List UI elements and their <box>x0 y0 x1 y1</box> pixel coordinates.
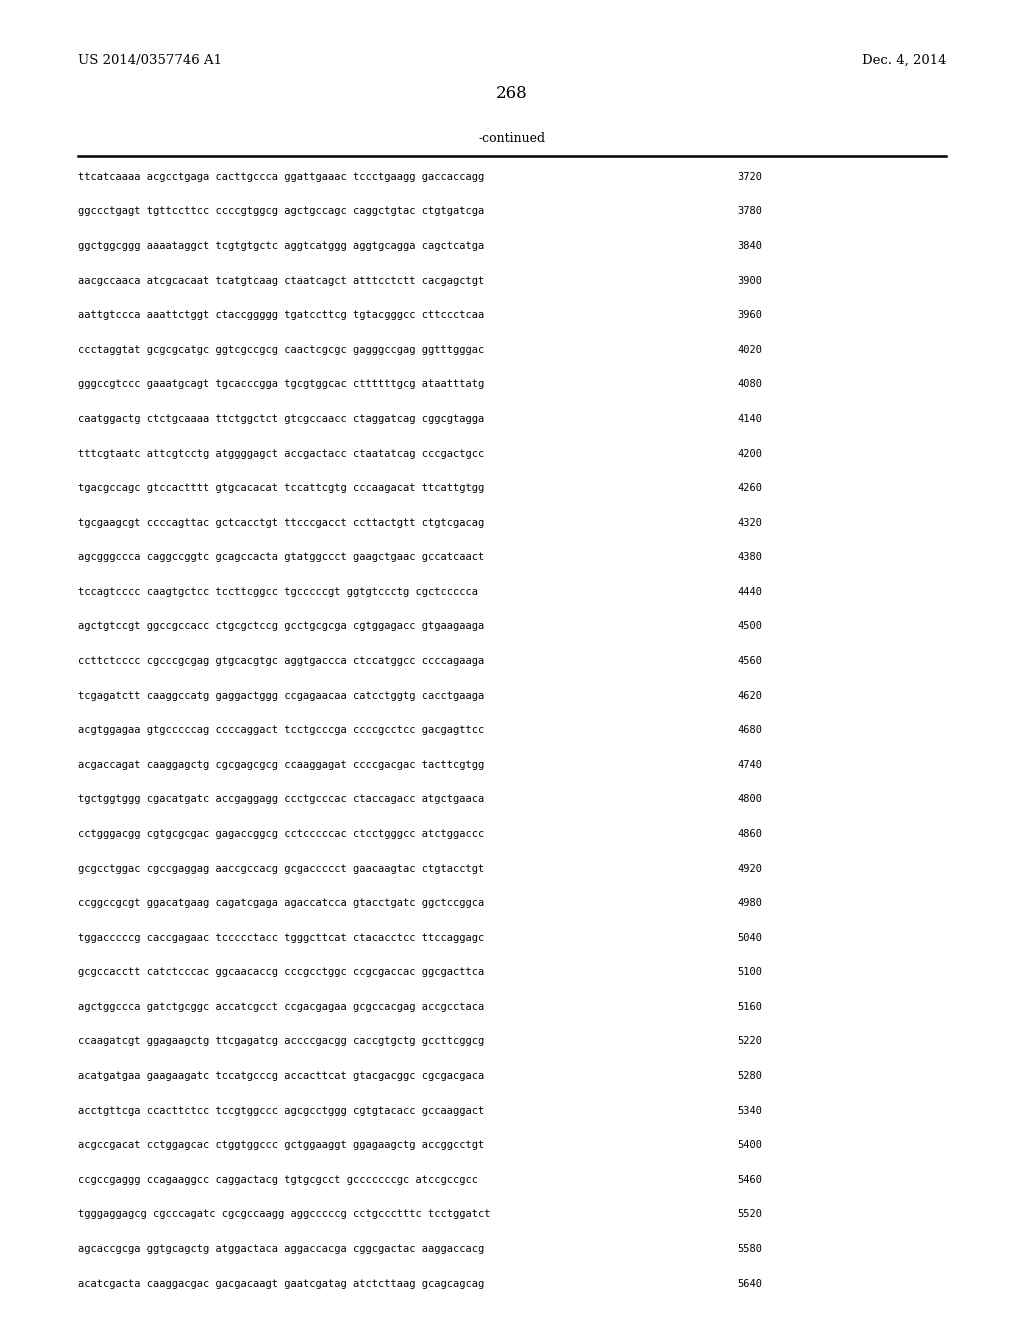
Text: caatggactg ctctgcaaaa ttctggctct gtcgccaacc ctaggatcag cggcgtagga: caatggactg ctctgcaaaa ttctggctct gtcgcca… <box>78 414 484 424</box>
Text: 3960: 3960 <box>737 310 762 321</box>
Text: 4800: 4800 <box>737 795 762 804</box>
Text: agctggccca gatctgcggc accatcgcct ccgacgagaa gcgccacgag accgcctaca: agctggccca gatctgcggc accatcgcct ccgacga… <box>78 1002 484 1012</box>
Text: 4680: 4680 <box>737 725 762 735</box>
Text: 5340: 5340 <box>737 1106 762 1115</box>
Text: cctgggacgg cgtgcgcgac gagaccggcg cctcccccac ctcctgggcc atctggaccc: cctgggacgg cgtgcgcgac gagaccggcg cctcccc… <box>78 829 484 840</box>
Text: 4020: 4020 <box>737 345 762 355</box>
Text: 5460: 5460 <box>737 1175 762 1185</box>
Text: acgtggagaa gtgcccccag ccccaggact tcctgcccga ccccgcctcc gacgagttcc: acgtggagaa gtgcccccag ccccaggact tcctgcc… <box>78 725 484 735</box>
Text: Dec. 4, 2014: Dec. 4, 2014 <box>861 54 946 67</box>
Text: acatgatgaa gaagaagatc tccatgcccg accacttcat gtacgacggc cgcgacgaca: acatgatgaa gaagaagatc tccatgcccg accactt… <box>78 1071 484 1081</box>
Text: 4200: 4200 <box>737 449 762 458</box>
Text: tgcgaagcgt ccccagttac gctcacctgt ttcccgacct ccttactgtt ctgtcgacag: tgcgaagcgt ccccagttac gctcacctgt ttcccga… <box>78 517 484 528</box>
Text: 4980: 4980 <box>737 898 762 908</box>
Text: 4260: 4260 <box>737 483 762 494</box>
Text: ccgccgaggg ccagaaggcc caggactacg tgtgcgcct gcccccccgc atccgccgcc: ccgccgaggg ccagaaggcc caggactacg tgtgcgc… <box>78 1175 478 1185</box>
Text: 4500: 4500 <box>737 622 762 631</box>
Text: 5280: 5280 <box>737 1071 762 1081</box>
Text: 4440: 4440 <box>737 587 762 597</box>
Text: 3840: 3840 <box>737 242 762 251</box>
Text: 4380: 4380 <box>737 552 762 562</box>
Text: agcaccgcga ggtgcagctg atggactaca aggaccacga cggcgactac aaggaccacg: agcaccgcga ggtgcagctg atggactaca aggacca… <box>78 1243 484 1254</box>
Text: 4860: 4860 <box>737 829 762 840</box>
Text: gggccgtccc gaaatgcagt tgcacccgga tgcgtggcac cttttttgcg ataatttatg: gggccgtccc gaaatgcagt tgcacccgga tgcgtgg… <box>78 379 484 389</box>
Text: 4620: 4620 <box>737 690 762 701</box>
Text: 5400: 5400 <box>737 1140 762 1150</box>
Text: tggacccccg caccgagaac tccccctacc tgggcttcat ctacacctcc ttccaggagc: tggacccccg caccgagaac tccccctacc tgggctt… <box>78 933 484 942</box>
Text: 5580: 5580 <box>737 1243 762 1254</box>
Text: -continued: -continued <box>478 132 546 145</box>
Text: gcgccacctt catctcccac ggcaacaccg cccgcctggc ccgcgaccac ggcgacttca: gcgccacctt catctcccac ggcaacaccg cccgcct… <box>78 968 484 977</box>
Text: US 2014/0357746 A1: US 2014/0357746 A1 <box>78 54 222 67</box>
Text: tgacgccagc gtccactttt gtgcacacat tccattcgtg cccaagacat ttcattgtgg: tgacgccagc gtccactttt gtgcacacat tccattc… <box>78 483 484 494</box>
Text: 5100: 5100 <box>737 968 762 977</box>
Text: 5640: 5640 <box>737 1279 762 1288</box>
Text: agctgtccgt ggccgccacc ctgcgctccg gcctgcgcga cgtggagacc gtgaagaaga: agctgtccgt ggccgccacc ctgcgctccg gcctgcg… <box>78 622 484 631</box>
Text: 5220: 5220 <box>737 1036 762 1047</box>
Text: 4140: 4140 <box>737 414 762 424</box>
Text: tttcgtaatc attcgtcctg atggggagct accgactacc ctaatatcag cccgactgcc: tttcgtaatc attcgtcctg atggggagct accgact… <box>78 449 484 458</box>
Text: acctgttcga ccacttctcc tccgtggccc agcgcctggg cgtgtacacc gccaaggact: acctgttcga ccacttctcc tccgtggccc agcgcct… <box>78 1106 484 1115</box>
Text: 4080: 4080 <box>737 379 762 389</box>
Text: aacgccaaca atcgcacaat tcatgtcaag ctaatcagct atttcctctt cacgagctgt: aacgccaaca atcgcacaat tcatgtcaag ctaatca… <box>78 276 484 285</box>
Text: 4740: 4740 <box>737 760 762 770</box>
Text: 5160: 5160 <box>737 1002 762 1012</box>
Text: ggctggcggg aaaataggct tcgtgtgctc aggtcatggg aggtgcagga cagctcatga: ggctggcggg aaaataggct tcgtgtgctc aggtcat… <box>78 242 484 251</box>
Text: ccctaggtat gcgcgcatgc ggtcgccgcg caactcgcgc gagggccgag ggtttgggac: ccctaggtat gcgcgcatgc ggtcgccgcg caactcg… <box>78 345 484 355</box>
Text: tgctggtggg cgacatgatc accgaggagg ccctgcccac ctaccagacc atgctgaaca: tgctggtggg cgacatgatc accgaggagg ccctgcc… <box>78 795 484 804</box>
Text: gcgcctggac cgccgaggag aaccgccacg gcgaccccct gaacaagtac ctgtacctgt: gcgcctggac cgccgaggag aaccgccacg gcgaccc… <box>78 863 484 874</box>
Text: agcgggccca caggccggtc gcagccacta gtatggccct gaagctgaac gccatcaact: agcgggccca caggccggtc gcagccacta gtatggc… <box>78 552 484 562</box>
Text: ccggccgcgt ggacatgaag cagatcgaga agaccatcca gtacctgatc ggctccggca: ccggccgcgt ggacatgaag cagatcgaga agaccat… <box>78 898 484 908</box>
Text: 5040: 5040 <box>737 933 762 942</box>
Text: ccttctcccc cgcccgcgag gtgcacgtgc aggtgaccca ctccatggcc ccccagaaga: ccttctcccc cgcccgcgag gtgcacgtgc aggtgac… <box>78 656 484 667</box>
Text: aattgtccca aaattctggt ctaccggggg tgatccttcg tgtacgggcc cttccctcaa: aattgtccca aaattctggt ctaccggggg tgatcct… <box>78 310 484 321</box>
Text: 3780: 3780 <box>737 206 762 216</box>
Text: 268: 268 <box>496 86 528 102</box>
Text: 5520: 5520 <box>737 1209 762 1220</box>
Text: 3900: 3900 <box>737 276 762 285</box>
Text: 4920: 4920 <box>737 863 762 874</box>
Text: 3720: 3720 <box>737 172 762 182</box>
Text: tccagtcccc caagtgctcc tccttcggcc tgcccccgt ggtgtccctg cgctccccca: tccagtcccc caagtgctcc tccttcggcc tgccccc… <box>78 587 478 597</box>
Text: ggccctgagt tgttccttcc ccccgtggcg agctgccagc caggctgtac ctgtgatcga: ggccctgagt tgttccttcc ccccgtggcg agctgcc… <box>78 206 484 216</box>
Text: 4560: 4560 <box>737 656 762 667</box>
Text: 4320: 4320 <box>737 517 762 528</box>
Text: tcgagatctt caaggccatg gaggactggg ccgagaacaa catcctggtg cacctgaaga: tcgagatctt caaggccatg gaggactggg ccgagaa… <box>78 690 484 701</box>
Text: tgggaggagcg cgcccagatc cgcgccaagg aggcccccg cctgccctttc tcctggatct: tgggaggagcg cgcccagatc cgcgccaagg aggccc… <box>78 1209 490 1220</box>
Text: acgaccagat caaggagctg cgcgagcgcg ccaaggagat ccccgacgac tacttcgtgg: acgaccagat caaggagctg cgcgagcgcg ccaagga… <box>78 760 484 770</box>
Text: acgccgacat cctggagcac ctggtggccc gctggaaggt ggagaagctg accggcctgt: acgccgacat cctggagcac ctggtggccc gctggaa… <box>78 1140 484 1150</box>
Text: ccaagatcgt ggagaagctg ttcgagatcg accccgacgg caccgtgctg gccttcggcg: ccaagatcgt ggagaagctg ttcgagatcg accccga… <box>78 1036 484 1047</box>
Text: ttcatcaaaa acgcctgaga cacttgccca ggattgaaac tccctgaagg gaccaccagg: ttcatcaaaa acgcctgaga cacttgccca ggattga… <box>78 172 484 182</box>
Text: acatcgacta caaggacgac gacgacaagt gaatcgatag atctcttaag gcagcagcag: acatcgacta caaggacgac gacgacaagt gaatcga… <box>78 1279 484 1288</box>
